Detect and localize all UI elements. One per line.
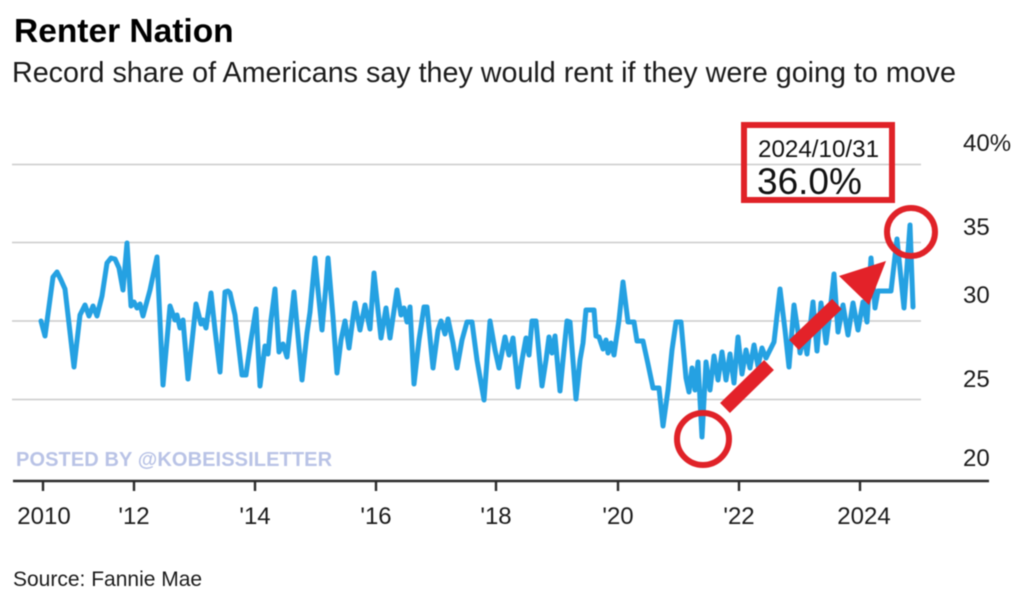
svg-text:35: 35 bbox=[963, 214, 990, 241]
svg-text:30: 30 bbox=[963, 282, 990, 309]
svg-text:Renter Nation: Renter Nation bbox=[14, 13, 234, 50]
svg-text:'14: '14 bbox=[239, 503, 270, 530]
svg-text:2010: 2010 bbox=[17, 503, 70, 530]
svg-text:20: 20 bbox=[963, 445, 990, 472]
svg-text:2024/10/31: 2024/10/31 bbox=[758, 136, 879, 163]
svg-text:Record share of Americans say: Record share of Americans say they would… bbox=[12, 57, 956, 89]
svg-text:'20: '20 bbox=[602, 503, 633, 530]
svg-text:40%: 40% bbox=[963, 130, 1011, 157]
svg-text:36.0%: 36.0% bbox=[757, 161, 862, 202]
svg-text:'12: '12 bbox=[118, 503, 149, 530]
svg-text:Source: Fannie Mae: Source: Fannie Mae bbox=[13, 568, 202, 591]
svg-text:2024: 2024 bbox=[837, 503, 890, 530]
svg-text:'22: '22 bbox=[723, 503, 754, 530]
svg-text:25: 25 bbox=[963, 366, 990, 393]
svg-text:'16: '16 bbox=[360, 503, 391, 530]
svg-text:'18: '18 bbox=[480, 503, 511, 530]
svg-text:POSTED BY @KOBEISSILETTER: POSTED BY @KOBEISSILETTER bbox=[16, 449, 333, 471]
